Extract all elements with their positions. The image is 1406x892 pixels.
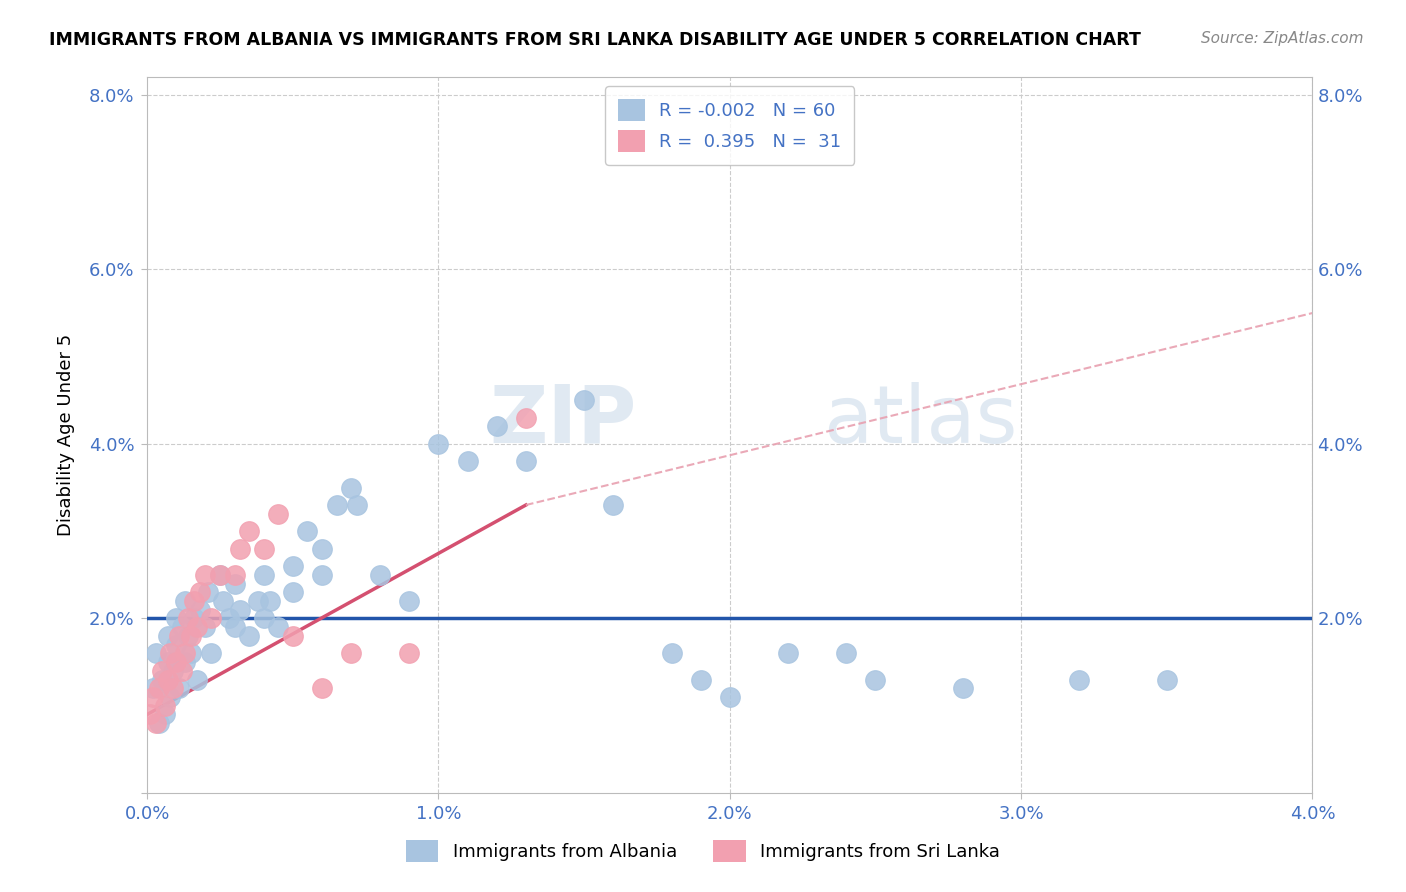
Point bbox=[297, 524, 319, 539]
Point bbox=[177, 629, 200, 643]
Point bbox=[602, 498, 624, 512]
Point bbox=[224, 567, 246, 582]
Point bbox=[156, 673, 179, 687]
Point bbox=[165, 611, 187, 625]
Point bbox=[224, 576, 246, 591]
Point bbox=[572, 393, 595, 408]
Point bbox=[398, 594, 420, 608]
Legend: R = -0.002   N = 60, R =  0.395   N =  31: R = -0.002 N = 60, R = 0.395 N = 31 bbox=[606, 87, 855, 165]
Text: Source: ZipAtlas.com: Source: ZipAtlas.com bbox=[1201, 31, 1364, 46]
Point bbox=[145, 646, 167, 660]
Point bbox=[1156, 673, 1178, 687]
Point bbox=[311, 567, 333, 582]
Point bbox=[267, 620, 290, 634]
Point bbox=[253, 567, 276, 582]
Point bbox=[246, 594, 269, 608]
Point bbox=[218, 611, 240, 625]
Point bbox=[689, 673, 711, 687]
Point bbox=[172, 620, 194, 634]
Point bbox=[162, 664, 184, 678]
Legend: Immigrants from Albania, Immigrants from Sri Lanka: Immigrants from Albania, Immigrants from… bbox=[399, 833, 1007, 870]
Point bbox=[194, 620, 217, 634]
Point bbox=[281, 559, 304, 574]
Point bbox=[174, 594, 197, 608]
Point bbox=[159, 690, 181, 704]
Point bbox=[142, 681, 165, 696]
Point bbox=[340, 481, 363, 495]
Point bbox=[865, 673, 887, 687]
Point bbox=[197, 585, 219, 599]
Point bbox=[167, 681, 190, 696]
Text: atlas: atlas bbox=[823, 382, 1018, 460]
Point bbox=[515, 410, 537, 425]
Point bbox=[153, 698, 176, 713]
Point bbox=[340, 646, 363, 660]
Point bbox=[238, 629, 260, 643]
Point bbox=[148, 681, 170, 696]
Point bbox=[200, 611, 222, 625]
Point bbox=[159, 646, 181, 660]
Point bbox=[427, 437, 450, 451]
Point bbox=[183, 594, 205, 608]
Point bbox=[172, 664, 194, 678]
Point bbox=[229, 603, 252, 617]
Point bbox=[150, 673, 173, 687]
Point bbox=[208, 567, 231, 582]
Y-axis label: Disability Age Under 5: Disability Age Under 5 bbox=[58, 334, 75, 536]
Point bbox=[485, 419, 508, 434]
Point bbox=[186, 620, 208, 634]
Point bbox=[142, 690, 165, 704]
Point bbox=[267, 507, 290, 521]
Point bbox=[661, 646, 683, 660]
Point bbox=[186, 673, 208, 687]
Point bbox=[208, 567, 231, 582]
Point bbox=[180, 629, 202, 643]
Point bbox=[259, 594, 281, 608]
Text: IMMIGRANTS FROM ALBANIA VS IMMIGRANTS FROM SRI LANKA DISABILITY AGE UNDER 5 CORR: IMMIGRANTS FROM ALBANIA VS IMMIGRANTS FR… bbox=[49, 31, 1142, 49]
Point bbox=[180, 646, 202, 660]
Point bbox=[156, 629, 179, 643]
Point bbox=[776, 646, 799, 660]
Point bbox=[153, 707, 176, 722]
Point bbox=[515, 454, 537, 468]
Point bbox=[346, 498, 368, 512]
Point bbox=[177, 611, 200, 625]
Point bbox=[253, 611, 276, 625]
Point bbox=[150, 664, 173, 678]
Point bbox=[281, 585, 304, 599]
Point bbox=[457, 454, 479, 468]
Point bbox=[229, 541, 252, 556]
Point bbox=[194, 567, 217, 582]
Point bbox=[156, 655, 179, 669]
Point bbox=[165, 638, 187, 652]
Point bbox=[325, 498, 347, 512]
Text: ZIP: ZIP bbox=[489, 382, 637, 460]
Point bbox=[835, 646, 858, 660]
Point bbox=[188, 603, 211, 617]
Point bbox=[183, 611, 205, 625]
Point bbox=[224, 620, 246, 634]
Point bbox=[238, 524, 260, 539]
Point bbox=[148, 716, 170, 731]
Point bbox=[212, 594, 235, 608]
Point bbox=[368, 567, 391, 582]
Point bbox=[281, 629, 304, 643]
Point bbox=[188, 585, 211, 599]
Point bbox=[311, 541, 333, 556]
Point bbox=[174, 646, 197, 660]
Point bbox=[145, 716, 167, 731]
Point bbox=[200, 646, 222, 660]
Point bbox=[398, 646, 420, 660]
Point bbox=[952, 681, 974, 696]
Point bbox=[1069, 673, 1091, 687]
Point bbox=[174, 655, 197, 669]
Point bbox=[311, 681, 333, 696]
Point bbox=[162, 681, 184, 696]
Point bbox=[167, 629, 190, 643]
Point bbox=[165, 655, 187, 669]
Point bbox=[718, 690, 741, 704]
Point bbox=[253, 541, 276, 556]
Point bbox=[139, 707, 162, 722]
